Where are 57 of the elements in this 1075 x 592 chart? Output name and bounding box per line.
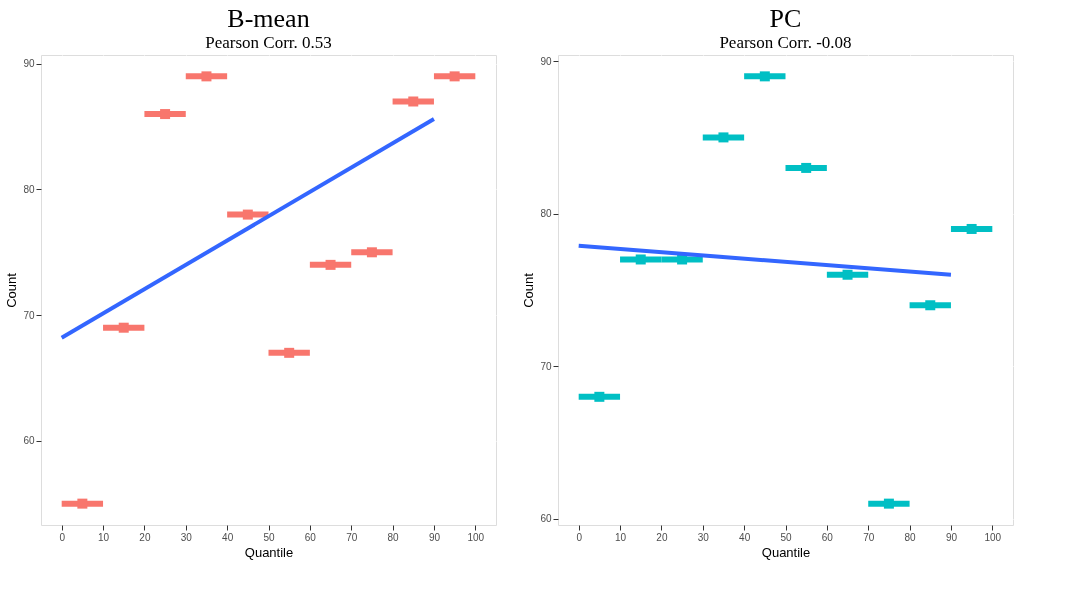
point xyxy=(759,71,770,82)
y-tick-label: 90 xyxy=(540,55,552,67)
point xyxy=(718,132,729,143)
point xyxy=(594,391,605,402)
y-axis-title: Count xyxy=(4,272,20,308)
y-tick-label: 90 xyxy=(23,58,35,70)
x-tick-label: 100 xyxy=(984,531,1002,543)
x-tick-label: 90 xyxy=(428,531,441,543)
chart-title: PC xyxy=(769,4,802,33)
chart-title: B-mean xyxy=(227,4,310,33)
x-tick-label: 70 xyxy=(346,531,358,543)
x-tick-label: 70 xyxy=(863,531,875,543)
x-tick-label: 20 xyxy=(139,531,151,543)
x-tick-label: 40 xyxy=(222,531,234,543)
y-tick-label: 80 xyxy=(540,208,552,220)
point xyxy=(966,223,977,234)
point xyxy=(242,209,253,220)
x-tick-label: 50 xyxy=(263,531,275,543)
x-tick-label: 30 xyxy=(697,531,710,543)
x-tick-label: 20 xyxy=(656,531,668,543)
x-tick-label: 10 xyxy=(614,531,627,543)
y-tick-label: 70 xyxy=(540,360,552,372)
x-tick-label: 50 xyxy=(780,531,792,543)
point xyxy=(201,71,212,82)
point xyxy=(801,162,812,173)
x-tick-label: 0 xyxy=(576,531,583,543)
point xyxy=(449,71,460,82)
point xyxy=(925,300,936,311)
point xyxy=(325,259,336,270)
x-axis-title: Quantile xyxy=(761,544,811,560)
x-tick-label: 80 xyxy=(387,531,400,543)
point xyxy=(366,247,377,258)
point xyxy=(842,269,853,280)
point xyxy=(77,498,88,509)
y-tick-label: 60 xyxy=(540,513,552,525)
point xyxy=(160,109,171,120)
x-axis-title: Quantile xyxy=(244,544,294,560)
x-tick-label: 60 xyxy=(304,531,317,543)
chart-subtitle: Pearson Corr. -0.08 xyxy=(719,33,852,52)
x-tick-label: 30 xyxy=(180,531,193,543)
x-tick-label: 90 xyxy=(945,531,958,543)
y-tick-label: 60 xyxy=(23,435,35,447)
x-tick-label: 100 xyxy=(467,531,485,543)
y-axis-title: Count xyxy=(521,272,537,308)
point xyxy=(408,96,419,107)
point xyxy=(635,254,646,265)
point xyxy=(284,347,295,358)
y-tick-label: 80 xyxy=(23,183,35,195)
point xyxy=(118,322,129,333)
x-tick-label: 10 xyxy=(97,531,110,543)
x-tick-label: 60 xyxy=(821,531,834,543)
chart-subtitle: Pearson Corr. 0.53 xyxy=(205,33,332,52)
x-tick-label: 80 xyxy=(904,531,917,543)
point xyxy=(883,498,894,509)
y-tick-label: 70 xyxy=(23,309,35,321)
x-tick-label: 40 xyxy=(739,531,751,543)
x-tick-label: 0 xyxy=(59,531,66,543)
